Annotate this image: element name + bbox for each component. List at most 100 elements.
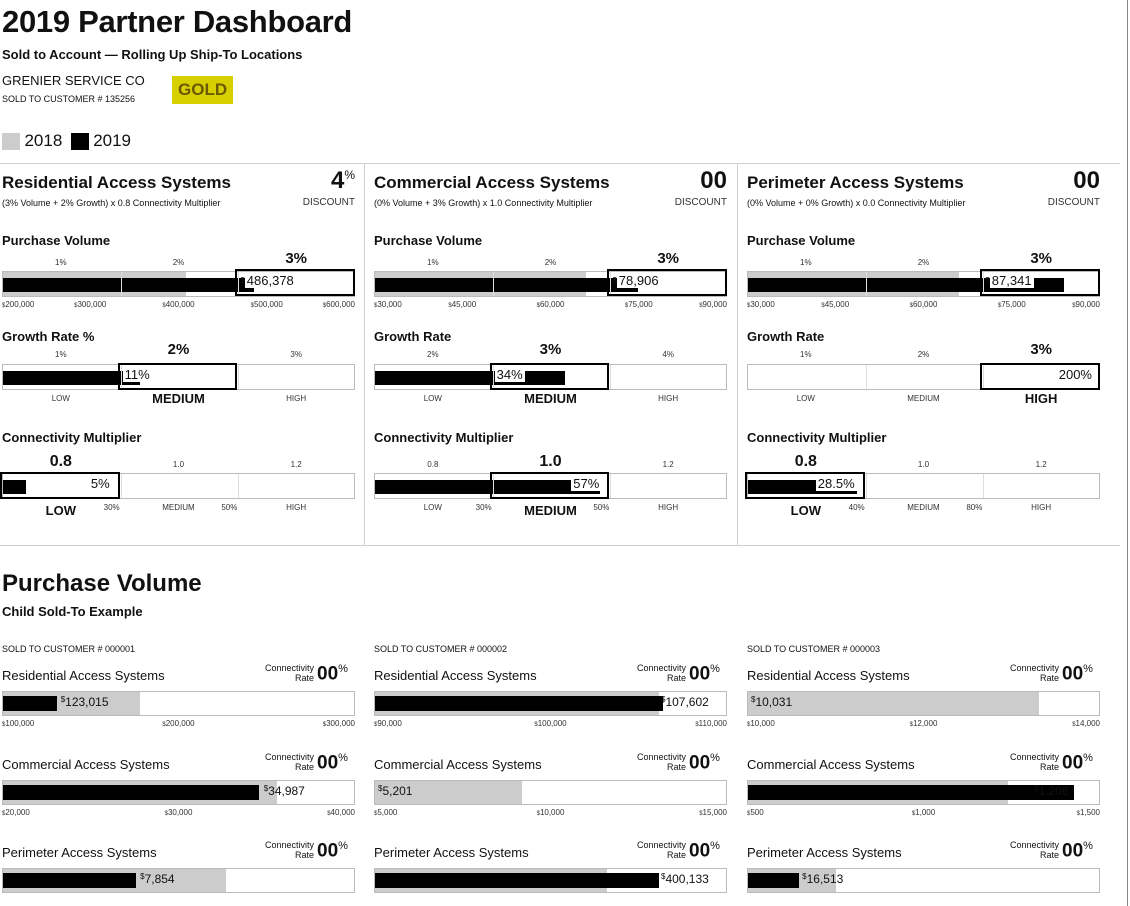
- tick-value: 14,000: [1075, 719, 1100, 728]
- currency-symbol: $: [1034, 784, 1039, 793]
- currency-symbol: $: [695, 722, 699, 728]
- growth-rate-amount: 34%: [494, 367, 525, 382]
- customer-name: GRENIER SERVICE CO: [2, 73, 145, 88]
- growth-level-label: HIGH: [286, 394, 307, 403]
- percent-sign: %: [338, 752, 348, 764]
- child-row-title: Perimeter Access Systems: [2, 845, 157, 860]
- child-volume-value: $123,015: [61, 695, 109, 709]
- connectivity-rate-label-line1: Connectivity: [1009, 840, 1059, 850]
- volume-axis-tick: $500,000: [237, 300, 297, 309]
- connectivity-rate-value: 00%: [317, 752, 348, 774]
- currency-symbol: $: [747, 722, 751, 728]
- volume-level-mark: 2%: [917, 258, 930, 267]
- segment-divider: [610, 272, 612, 296]
- percent-sign: %: [710, 663, 720, 675]
- child-axis-tick: $10,000: [747, 719, 807, 728]
- segment-divider: [120, 365, 122, 389]
- growth-rate-label: Growth Rate %: [2, 329, 95, 344]
- volume-level-big: 3%: [657, 250, 679, 267]
- volume-axis-tick: $400,000: [149, 300, 209, 309]
- connectivity-level-label: HIGH: [286, 503, 307, 512]
- tick-value: 45,000: [451, 300, 477, 309]
- segment-divider: [983, 365, 985, 389]
- purchase-volume-value: $87,341: [980, 269, 1100, 296]
- child-axis-tick: $200,000: [149, 719, 209, 728]
- tick-value: 30,000: [377, 300, 402, 309]
- child-volume-amount: 123,015: [65, 695, 109, 709]
- percent-sign: %: [338, 663, 348, 675]
- currency-symbol: $: [250, 303, 254, 309]
- connectivity-rate-label-line2: Rate: [294, 762, 314, 772]
- bar-2019: [3, 696, 58, 711]
- connectivity-rate-label-line2: Rate: [1039, 673, 1059, 683]
- page-edge: [1127, 0, 1128, 906]
- segment-divider: [492, 365, 494, 389]
- child-row-title: Residential Access Systems: [2, 668, 165, 683]
- legend-label-2018: 2018: [24, 131, 63, 150]
- currency-symbol: $: [1072, 722, 1076, 728]
- growth-level-mark: 1%: [55, 350, 67, 359]
- volume-level-mark: 1%: [800, 258, 812, 267]
- child-volume-value: $10,031: [751, 695, 792, 709]
- currency-symbol: $: [322, 722, 327, 728]
- growth-rate-amount: 200%: [1056, 367, 1094, 382]
- connectivity-rate-number: 00: [1062, 752, 1084, 774]
- connectivity-rate-value: 00%: [317, 663, 348, 685]
- connectivity-rate-label: Connectivity Rate: [987, 840, 1059, 860]
- child-volume-bar: [2, 691, 355, 716]
- connectivity-threshold: 30%: [475, 503, 492, 512]
- connectivity-amount: 28.5%: [815, 476, 857, 491]
- tick-value: 1,000: [915, 808, 936, 817]
- growth-level-label: MEDIUM: [907, 394, 940, 403]
- purchase-volume-bar: [2, 271, 355, 297]
- growth-level-mark: 4%: [662, 350, 674, 359]
- segment-divider: [865, 474, 867, 498]
- segment-divider: [238, 365, 240, 389]
- connectivity-rate-label: Connectivity Rate: [987, 752, 1059, 772]
- child-volume-amount: 400,133: [665, 872, 709, 886]
- child-axis-tick: $10,000: [521, 808, 581, 817]
- connectivity-rate-value: 00%: [1062, 840, 1093, 862]
- child-axis-tick: $15,000: [667, 808, 727, 817]
- segment-divider: [492, 474, 494, 498]
- connectivity-level-label: LOW: [423, 503, 442, 512]
- bar-2018: [748, 692, 1040, 715]
- tick-value: 30,000: [167, 808, 193, 817]
- connectivity-rate-label: Connectivity Rate: [242, 752, 314, 772]
- bar-2019: [375, 480, 600, 494]
- percent-sign: %: [1083, 840, 1093, 852]
- connectivity-label: Connectivity Multiplier: [2, 430, 142, 445]
- tick-value: 1,500: [1079, 808, 1100, 817]
- volume-axis-tick: $75,000: [609, 300, 669, 309]
- connectivity-rate-label-line1: Connectivity: [1009, 663, 1059, 673]
- percent-sign: %: [710, 752, 720, 764]
- currency-symbol: $: [661, 872, 666, 881]
- currency-symbol: $: [162, 303, 166, 309]
- connectivity-rate-label-line1: Connectivity: [636, 840, 686, 850]
- connectivity-threshold: 50%: [593, 503, 610, 512]
- currency-symbol: $: [909, 722, 913, 728]
- child-row-title: Commercial Access Systems: [2, 757, 170, 772]
- bar-2019: [748, 785, 1075, 800]
- currency-symbol: $: [821, 303, 825, 309]
- tick-value: 110,000: [698, 719, 727, 728]
- connectivity-multiplier: 0.8: [794, 453, 817, 470]
- volume-axis-tick: $30,000: [747, 300, 807, 309]
- child-volume-bar: [2, 780, 355, 805]
- purchase-volume-bar: [374, 271, 727, 297]
- connectivity-rate-label: Connectivity Rate: [242, 840, 314, 860]
- tick-value: 45,000: [824, 300, 850, 309]
- child-axis-tick: $12,000: [894, 719, 954, 728]
- child-axis-tick: $20,000: [2, 808, 62, 817]
- tick-value: 600,000: [326, 300, 355, 309]
- child-row-title: Perimeter Access Systems: [374, 845, 529, 860]
- column-title: Commercial Access Systems: [374, 173, 610, 192]
- purchase-volume-amount: 486,378: [244, 273, 296, 288]
- bar-2019: [375, 873, 660, 888]
- child-row-title: Commercial Access Systems: [374, 757, 542, 772]
- discount-unit: %: [344, 168, 355, 182]
- connectivity-rate-label-line2: Rate: [666, 850, 686, 860]
- child-axis-tick: $110,000: [667, 719, 727, 728]
- column-divider: [737, 163, 738, 545]
- volume-axis-tick: $90,000: [1040, 300, 1100, 309]
